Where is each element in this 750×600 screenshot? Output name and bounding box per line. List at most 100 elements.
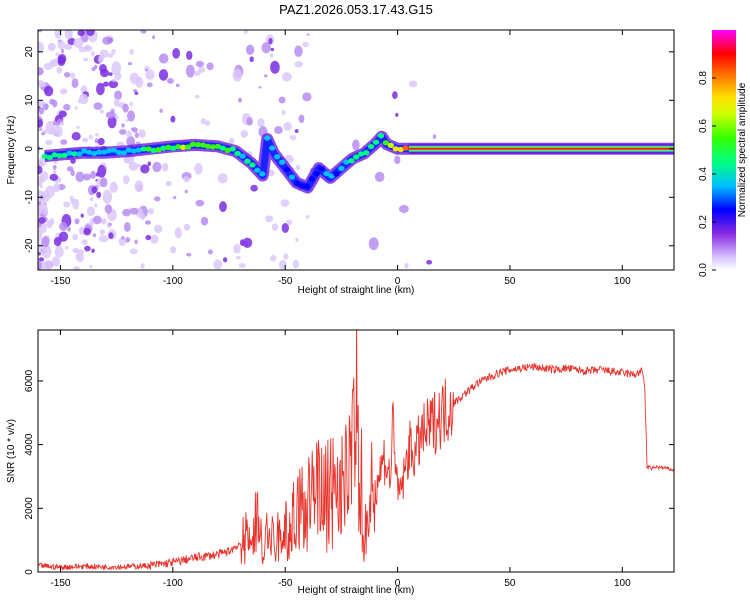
ridge-blob	[175, 144, 182, 150]
spectrogram-y-label: Frequency (Hz)	[6, 116, 17, 185]
ridge-blob	[254, 167, 261, 173]
colorbar-tick-label: 0.6	[698, 119, 709, 133]
noise-speckle	[38, 206, 43, 216]
noise-speckle	[94, 132, 99, 137]
noise-speckle	[265, 215, 274, 223]
noise-speckle	[134, 180, 144, 193]
noise-speckle	[96, 82, 105, 96]
noise-speckle	[100, 109, 104, 114]
ridge-blob	[397, 146, 404, 153]
x-tick-label: 50	[504, 276, 516, 287]
y-tick-label: -10	[24, 190, 35, 205]
noise-speckle	[125, 236, 131, 243]
noise-speckle	[173, 195, 177, 200]
snr-series-line	[38, 330, 674, 571]
noise-speckle	[38, 201, 42, 206]
noise-speckle	[183, 175, 190, 183]
ridge-blob	[268, 145, 276, 151]
ridge-blob	[120, 150, 128, 156]
noise-speckle	[145, 234, 152, 241]
noise-speckle	[408, 80, 418, 88]
ridge-blob	[273, 154, 281, 160]
spectrogram-frame	[37, 29, 675, 271]
noise-speckle	[134, 132, 139, 138]
noise-speckle	[38, 260, 43, 270]
noise-speckle	[127, 62, 133, 66]
noise-speckle	[121, 123, 125, 128]
noise-speckle	[38, 41, 45, 53]
ridge-blob	[199, 142, 207, 148]
noise-speckle	[395, 112, 399, 117]
noise-speckle	[250, 184, 258, 192]
ridge-blob	[140, 146, 147, 152]
noise-speckle	[243, 30, 248, 35]
noise-speckle	[281, 72, 292, 82]
noise-speckle	[174, 227, 182, 239]
noise-speckle	[91, 248, 95, 253]
noise-speckle	[42, 207, 48, 216]
noise-speckle	[82, 57, 89, 62]
noise-speckle	[41, 244, 52, 259]
noise-speckle	[271, 223, 279, 231]
noise-speckle	[295, 164, 301, 171]
noise-speckle	[122, 175, 130, 185]
noise-speckle	[97, 137, 105, 146]
noise-speckle	[111, 49, 116, 55]
noise-speckle	[278, 259, 287, 270]
noise-speckle	[145, 69, 155, 80]
noise-speckle	[64, 43, 73, 50]
y-tick-label: 20	[24, 46, 35, 58]
noise-speckle	[240, 130, 248, 138]
noise-speckle	[147, 208, 154, 215]
noise-speckle	[186, 50, 193, 60]
x-tick-label: 0	[395, 276, 401, 287]
ridge-blob	[392, 146, 399, 152]
ridge-blob	[377, 133, 385, 139]
noise-speckle	[109, 181, 118, 193]
colorbar: 0.0 0.2 0.4 0.6 0.8 Normalized spectral ampl…	[698, 30, 748, 277]
noise-speckle	[38, 30, 43, 33]
colorbar-tick-label: 0.2	[698, 215, 709, 229]
noise-speckle	[138, 129, 146, 138]
noise-speckle	[184, 189, 188, 194]
noise-speckle	[200, 118, 207, 125]
noise-speckle	[302, 92, 312, 102]
noise-speckle	[77, 30, 85, 37]
ridge-blob	[372, 139, 380, 145]
noise-speckle	[43, 103, 49, 111]
noise-speckle	[167, 78, 174, 84]
noise-speckle	[83, 44, 93, 52]
noise-speckle	[75, 171, 85, 183]
y-tick-label: 6000	[24, 369, 35, 392]
noise-speckle	[59, 221, 68, 231]
noise-speckle	[107, 53, 114, 58]
noise-speckle	[289, 135, 297, 141]
noise-speckle	[58, 110, 67, 118]
noise-speckle	[278, 96, 286, 104]
noise-speckle	[94, 203, 98, 208]
noise-speckle	[198, 66, 206, 73]
ridge-blob	[288, 174, 296, 180]
noise-speckle	[123, 222, 131, 233]
noise-speckle	[263, 74, 268, 78]
noise-speckle	[81, 239, 88, 245]
noise-speckle	[118, 237, 127, 247]
noise-speckle	[128, 161, 139, 171]
noise-speckle	[140, 30, 147, 34]
ridge-blob	[382, 140, 390, 146]
colorbar-gradient	[712, 30, 736, 270]
noise-speckle	[270, 254, 277, 262]
noise-speckle	[249, 56, 254, 63]
noise-speckle	[274, 126, 283, 135]
ridge-blob	[333, 171, 340, 177]
noise-speckle	[52, 99, 58, 108]
ridge-blob	[145, 146, 152, 152]
noise-speckle	[102, 189, 113, 204]
colorbar-ticks: 0.0 0.2 0.4 0.6 0.8	[698, 71, 716, 277]
ridge-blob	[362, 150, 370, 156]
noise-speckle	[67, 227, 71, 232]
noise-speckle	[302, 41, 309, 48]
noise-speckle	[207, 249, 213, 255]
noise-speckle	[200, 216, 209, 226]
